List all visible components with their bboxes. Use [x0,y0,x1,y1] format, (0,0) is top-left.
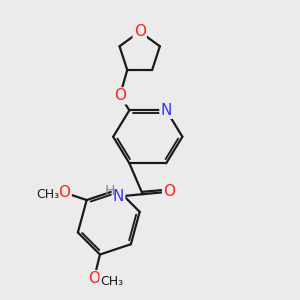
Text: N: N [160,103,172,118]
Text: H: H [105,184,116,198]
Text: N: N [113,189,124,204]
Text: O: O [114,88,126,104]
Text: CH₃: CH₃ [100,274,123,287]
Text: O: O [163,184,175,199]
Text: O: O [88,271,100,286]
Text: O: O [58,185,70,200]
Text: O: O [134,24,146,39]
Text: CH₃: CH₃ [36,188,59,201]
